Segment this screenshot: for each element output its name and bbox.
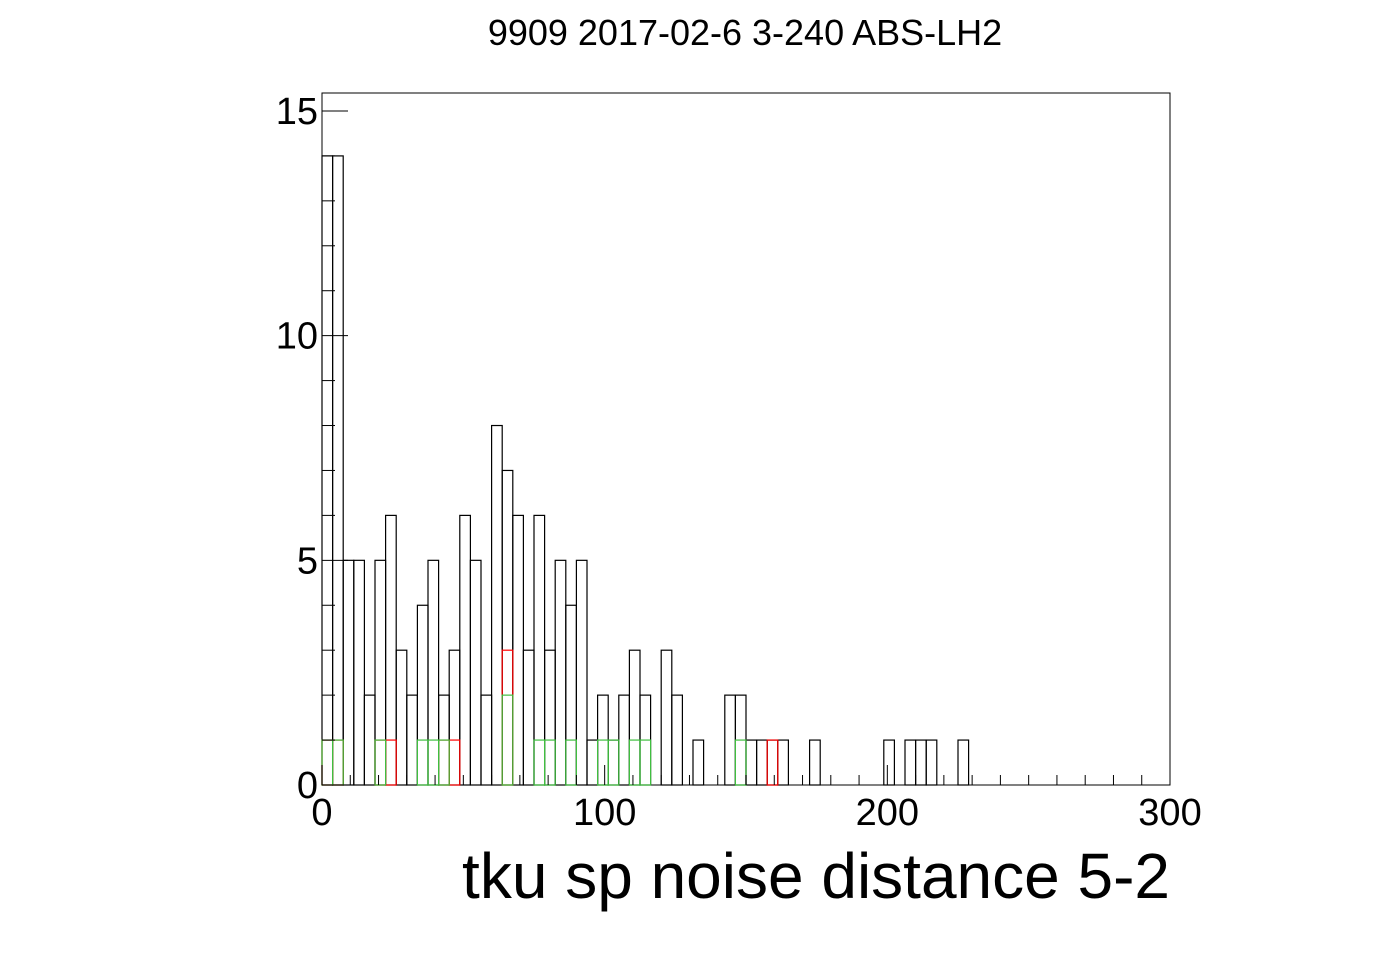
histogram-bin xyxy=(469,559,482,786)
series-layer xyxy=(321,155,970,786)
y-tick-label: 0 xyxy=(297,765,318,807)
histogram-bin xyxy=(374,559,387,786)
histogram-bin xyxy=(554,559,567,786)
histogram-bin xyxy=(639,739,652,786)
histogram-bin xyxy=(512,514,524,786)
histogram-bin xyxy=(755,739,768,786)
histogram-bin xyxy=(692,739,705,786)
x-tick-label: 300 xyxy=(1138,792,1201,834)
histogram-bin xyxy=(438,739,450,786)
histogram-bin xyxy=(491,424,503,786)
histogram-bin xyxy=(607,739,620,786)
histogram-bin xyxy=(543,739,556,786)
histogram-bin xyxy=(618,694,630,786)
histogram-bin xyxy=(406,694,418,786)
histogram-bin xyxy=(745,739,758,786)
histogram-bin xyxy=(808,739,821,786)
histogram-bin xyxy=(427,559,440,786)
histogram-bin xyxy=(522,649,535,786)
histogram-bin xyxy=(427,739,440,786)
histogram-bin xyxy=(607,739,620,786)
y-tick-label: 5 xyxy=(297,540,318,582)
y-tick-label: 10 xyxy=(276,316,318,358)
histogram-bin xyxy=(416,739,429,786)
histogram-bin xyxy=(353,559,365,786)
histogram-bin xyxy=(321,739,334,786)
histogram-bin xyxy=(374,739,387,786)
histogram-bin xyxy=(628,739,641,786)
histogram-bin xyxy=(671,694,683,786)
x-tick-label: 200 xyxy=(856,792,919,834)
histogram-bin xyxy=(904,739,917,786)
histogram-bin xyxy=(734,739,747,786)
histogram-bin xyxy=(925,739,938,786)
histogram-bin xyxy=(332,739,344,786)
y-tick-label: 15 xyxy=(276,91,318,133)
histogram-bin xyxy=(448,649,461,786)
histogram-bin xyxy=(914,739,927,786)
histogram-bin xyxy=(332,739,344,786)
histogram-bin xyxy=(565,739,577,786)
chart-title: 9909 2017-02-6 3-240 ABS-LH2 xyxy=(488,12,1002,53)
histogram-bin xyxy=(374,739,387,786)
histogram-bin xyxy=(766,739,779,786)
histogram-bin xyxy=(543,649,556,786)
histogram-bin xyxy=(342,559,355,786)
histogram-bin xyxy=(533,514,546,786)
histogram-bin xyxy=(586,739,599,786)
histogram-bin xyxy=(459,514,471,786)
x-axis-title: tku sp noise distance 5-2 xyxy=(462,840,1170,912)
histogram-bin xyxy=(438,739,450,786)
histogram-bin xyxy=(501,469,514,786)
series-2-group xyxy=(321,694,747,786)
histogram-bin xyxy=(777,739,789,786)
histogram-bin xyxy=(363,694,376,786)
histogram-bin xyxy=(565,604,577,786)
histogram-bin xyxy=(480,694,493,786)
series-1-group xyxy=(321,649,779,786)
x-tick-label: 100 xyxy=(573,792,636,834)
histogram-bin xyxy=(724,694,736,786)
histogram-bin xyxy=(957,739,970,786)
histogram-bin xyxy=(766,739,779,786)
histogram-bin xyxy=(575,559,588,786)
histogram-bin xyxy=(395,649,408,786)
histogram-bin xyxy=(628,649,641,786)
histogram-bin xyxy=(321,739,334,786)
histogram-bin xyxy=(596,739,609,786)
histogram-bin xyxy=(501,694,514,786)
histogram-bin xyxy=(385,514,397,786)
axes-layer: 0 5 10 15 0 100 200 300 xyxy=(276,91,1202,834)
histogram-bin xyxy=(385,739,397,786)
histogram-bin xyxy=(416,604,429,786)
histogram-bin xyxy=(660,649,673,786)
x-tick-label: 0 xyxy=(311,792,332,834)
histogram-bin xyxy=(883,739,895,786)
histogram-bin xyxy=(501,649,514,786)
histogram-bin xyxy=(448,739,461,786)
histogram-bin xyxy=(533,739,546,786)
series-0-group xyxy=(321,155,970,786)
